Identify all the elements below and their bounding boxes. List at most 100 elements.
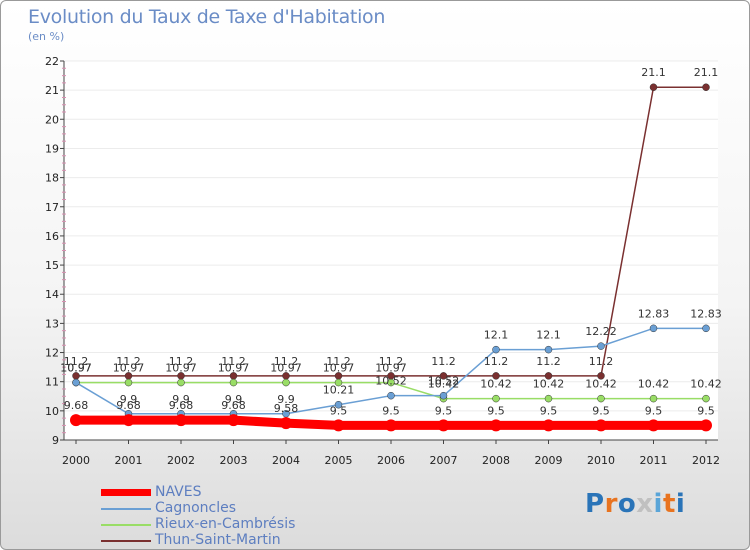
data-point-cagnoncles [649, 324, 658, 333]
legend-swatch-rieux [101, 524, 151, 526]
data-label-thun-saint-martin: 11.2 [221, 355, 246, 368]
data-label-naves: 9.5 [435, 404, 453, 417]
data-point-rieux-en-cambr-sis [702, 394, 710, 403]
proxiti-logo: Proxiti [585, 489, 685, 519]
chart-title: Evolution du Taux de Taxe d'Habitation [28, 6, 386, 28]
data-point-naves [227, 414, 240, 427]
data-point-thun-saint-martin [439, 372, 448, 380]
data-point-thun-saint-martin [492, 372, 500, 380]
data-label-cagnoncles: 12.83 [690, 307, 722, 320]
data-label-naves: 9.68 [221, 399, 246, 412]
data-label-cagnoncles: 12.1 [536, 329, 561, 342]
logo-letter: P [585, 489, 605, 519]
legend-swatch-naves [101, 489, 151, 496]
data-label-thun-saint-martin: 11.2 [326, 355, 351, 368]
data-label-rieux-en-cambr-sis: 10.97 [113, 362, 145, 375]
data-point-naves [70, 414, 82, 427]
x-tick-label: 2009 [535, 454, 563, 467]
x-tick-label: 2008 [482, 454, 510, 467]
data-label-cagnoncles: 10.52 [428, 375, 460, 388]
data-label-naves: 9.5 [697, 404, 715, 417]
data-point-naves [595, 419, 607, 432]
data-label-rieux-en-cambr-sis: 10.97 [60, 362, 92, 375]
data-point-rieux-en-cambr-sis [544, 394, 553, 403]
data-point-cagnoncles [439, 391, 448, 400]
data-label-rieux-en-cambr-sis: 10.97 [165, 362, 197, 375]
data-label-thun-saint-martin: 11.2 [536, 355, 561, 368]
data-point-thun-saint-martin [649, 83, 658, 91]
legend-swatch-cagnoncles [101, 508, 151, 510]
data-point-rieux-en-cambr-sis [177, 378, 185, 387]
data-point-thun-saint-martin [544, 372, 553, 380]
data-label-naves: 9.5 [330, 404, 348, 417]
data-label-rieux-en-cambr-sis: 10.97 [323, 362, 355, 375]
data-point-naves [280, 417, 292, 430]
data-point-rieux-en-cambr-sis [229, 378, 238, 387]
data-point-naves [700, 419, 712, 432]
x-tick-label: 2007 [430, 454, 458, 467]
data-point-cagnoncles [72, 378, 80, 387]
logo-letter: x [636, 489, 654, 519]
data-label-rieux-en-cambr-sis: 10.97 [375, 362, 407, 375]
chart-subtitle: (en %) [28, 30, 65, 43]
data-label-naves: 9.68 [116, 399, 141, 412]
data-point-cagnoncles [492, 345, 500, 354]
y-tick-label: 12 [45, 347, 59, 360]
data-point-rieux-en-cambr-sis [597, 394, 605, 403]
legend-label-thun: Thun-Saint-Martin [155, 532, 281, 548]
logo-letter: i [675, 489, 686, 519]
y-tick-label: 9 [52, 434, 59, 447]
data-label-thun-saint-martin: 11.2 [64, 355, 89, 368]
data-label-cagnoncles: 9.9 [225, 393, 243, 406]
data-label-rieux-en-cambr-sis: 10.42 [690, 378, 722, 391]
data-point-cagnoncles [334, 400, 343, 409]
data-point-naves [542, 419, 555, 432]
x-tick-label: 2002 [167, 454, 195, 467]
data-point-cagnoncles [702, 324, 710, 333]
data-point-rieux-en-cambr-sis [334, 378, 343, 387]
y-tick-label: 13 [45, 317, 59, 330]
data-point-naves [437, 419, 450, 432]
data-point-cagnoncles [387, 391, 395, 400]
data-label-cagnoncles: 10.52 [375, 375, 407, 388]
x-tick-label: 2012 [692, 454, 720, 467]
data-label-thun-saint-martin: 11.2 [116, 355, 141, 368]
legend-swatch-thun [101, 540, 151, 542]
legend-label-naves: NAVES [155, 484, 202, 500]
data-point-naves [385, 419, 397, 432]
y-tick-label: 15 [45, 259, 59, 272]
y-tick-label: 21 [45, 84, 59, 97]
data-label-naves: 9.5 [592, 404, 610, 417]
data-point-rieux-en-cambr-sis [492, 394, 500, 403]
data-point-naves [332, 419, 345, 432]
data-label-naves: 9.58 [274, 402, 299, 415]
data-label-naves: 9.5 [382, 404, 400, 417]
y-tick-label: 20 [45, 113, 59, 126]
legend-label-rieux: Rieux-en-Cambrésis [155, 516, 296, 532]
logo-letter: t [662, 489, 676, 519]
data-point-naves [175, 414, 187, 427]
data-label-naves: 9.68 [64, 399, 89, 412]
data-label-cagnoncles: 12.1 [484, 329, 509, 342]
y-tick-label: 14 [45, 288, 59, 301]
data-point-rieux-en-cambr-sis [282, 378, 290, 387]
logo-letter: o [617, 489, 637, 519]
data-point-naves [122, 414, 135, 427]
data-label-cagnoncles: 9.9 [172, 393, 190, 406]
data-label-rieux-en-cambr-sis: 10.42 [480, 378, 512, 391]
data-point-thun-saint-martin [597, 372, 605, 380]
x-tick-label: 2005 [325, 454, 353, 467]
logo-letter: i [653, 489, 663, 519]
data-label-cagnoncles: 9.9 [120, 393, 138, 406]
data-label-cagnoncles: 12.22 [585, 325, 617, 338]
y-tick-label: 17 [45, 201, 59, 214]
data-point-rieux-en-cambr-sis [387, 378, 395, 387]
x-tick-label: 2010 [587, 454, 615, 467]
y-tick-label: 22 [45, 55, 59, 68]
x-tick-label: 2011 [640, 454, 668, 467]
data-label-cagnoncles: 10.97 [60, 362, 92, 375]
data-label-naves: 9.5 [487, 404, 505, 417]
y-tick-label: 19 [45, 142, 59, 155]
y-tick-label: 18 [45, 172, 59, 185]
